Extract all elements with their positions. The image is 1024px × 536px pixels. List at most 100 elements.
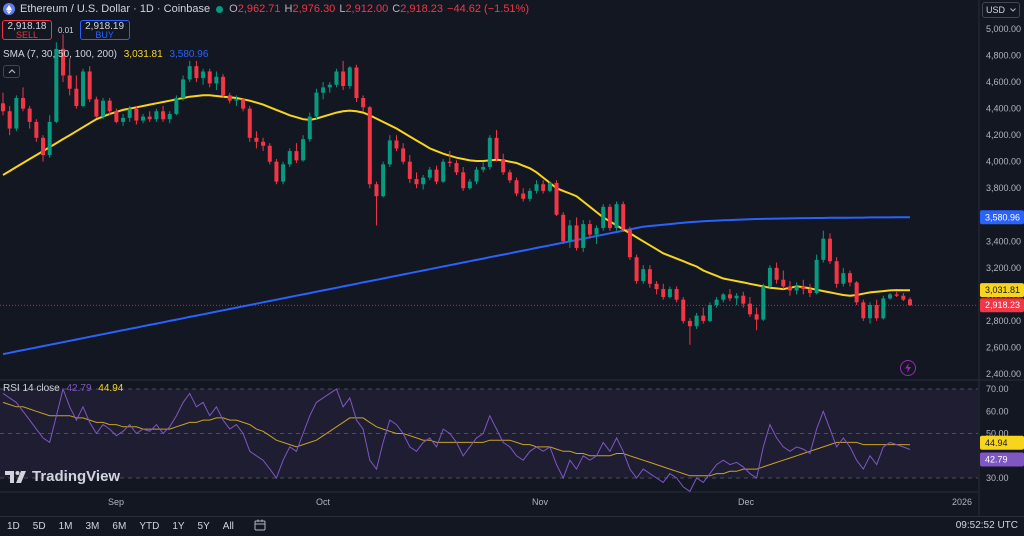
open-label: O bbox=[229, 3, 238, 15]
candle-body bbox=[27, 108, 32, 122]
candle-body bbox=[154, 111, 159, 120]
last-price-tag: 2,918.23 bbox=[985, 300, 1020, 310]
price-tick-label: 2,600.00 bbox=[986, 342, 1021, 352]
candle-body bbox=[367, 107, 372, 185]
collapse-legend-button[interactable] bbox=[3, 65, 20, 78]
candle-body bbox=[854, 282, 859, 303]
candle-body bbox=[827, 238, 832, 262]
price-tick-label: 2,800.00 bbox=[986, 316, 1021, 326]
candle-body bbox=[127, 108, 132, 118]
candle-body bbox=[621, 204, 626, 230]
candle-body bbox=[407, 161, 412, 179]
rsi-tick-label: 60.00 bbox=[986, 406, 1009, 416]
low-label: L bbox=[339, 3, 346, 15]
candle-body bbox=[874, 305, 879, 319]
candle-body bbox=[34, 121, 39, 138]
candle-body bbox=[587, 224, 592, 235]
high-value: 2,976.30 bbox=[292, 3, 336, 15]
candle-body bbox=[47, 121, 52, 156]
price-tick-label: 4,800.00 bbox=[986, 51, 1021, 61]
candle-body bbox=[661, 289, 666, 298]
sma-legend[interactable]: SMA (7, 30, 50, 100, 200) 3,031.81 3,580… bbox=[3, 49, 208, 60]
chart-canvas[interactable]: 5,000.00 4,800.00 4,600.00 4,400.00 4,200.00… bbox=[0, 0, 1024, 516]
buy-label: BUY bbox=[95, 30, 114, 40]
timeframe-1d[interactable]: 1D bbox=[7, 521, 20, 532]
timeframe-1m[interactable]: 1M bbox=[58, 521, 73, 532]
candle-body bbox=[727, 294, 732, 299]
candle-body bbox=[554, 182, 559, 215]
candle-body bbox=[787, 286, 792, 291]
candle-body bbox=[21, 98, 26, 109]
rsi-tick-label: 50.00 bbox=[986, 429, 1009, 439]
last-price-tag-bg bbox=[980, 298, 1024, 313]
sma-legend-label: SMA (7, 30, 50, 100, 200) bbox=[3, 49, 117, 60]
utc-clock[interactable]: 09:52:52 UTC bbox=[955, 520, 1018, 531]
price-tick-label: 4,200.00 bbox=[986, 130, 1021, 140]
candle-body bbox=[501, 159, 506, 173]
market-open-indicator bbox=[216, 5, 224, 13]
candle-body bbox=[574, 225, 579, 248]
candle-body bbox=[227, 95, 232, 101]
candle-body bbox=[467, 181, 472, 189]
candle-body bbox=[447, 161, 452, 164]
candle-body bbox=[421, 177, 426, 185]
candle-body bbox=[461, 172, 466, 189]
timeframe-ytd[interactable]: YTD bbox=[139, 521, 160, 532]
candle-body bbox=[881, 298, 886, 319]
time-tick-label: 2026 bbox=[952, 497, 972, 507]
sell-label: SELL bbox=[15, 30, 39, 40]
candle-body bbox=[741, 295, 746, 304]
tradingview-logo-text: TradingView bbox=[32, 468, 121, 485]
candle-body bbox=[541, 184, 546, 191]
candle-body bbox=[347, 67, 352, 87]
candle-body bbox=[487, 137, 492, 167]
rsi-legend[interactable]: RSI 14 close 42.79 44.94 bbox=[3, 383, 123, 394]
candle-body bbox=[434, 169, 439, 182]
candle-body bbox=[707, 305, 712, 321]
rsi-tag: 42.79 bbox=[985, 455, 1008, 465]
buy-button[interactable]: 2,918.19 BUY bbox=[79, 20, 130, 40]
candle-body bbox=[167, 113, 172, 120]
candle-body bbox=[814, 259, 819, 294]
date-range-button[interactable] bbox=[254, 519, 266, 534]
symbol-title[interactable]: Ethereum / U.S. Dollar · 1D · Coinbase bbox=[20, 3, 211, 15]
sell-button[interactable]: 2,918.18 SELL bbox=[2, 20, 52, 40]
lightning-icon[interactable] bbox=[900, 360, 916, 376]
price-tick-label: 4,000.00 bbox=[986, 157, 1021, 167]
candle-body bbox=[601, 206, 606, 229]
timeframe-5d[interactable]: 5D bbox=[32, 521, 46, 532]
time-tick-label: Sep bbox=[108, 497, 124, 507]
sma-short-tag-bg bbox=[980, 283, 1024, 298]
candle-body bbox=[94, 99, 99, 117]
rsi-legend-label: RSI 14 close bbox=[3, 383, 60, 394]
sma-short-value: 3,031.81 bbox=[123, 49, 163, 60]
candle-body bbox=[581, 224, 586, 248]
calendar-icon bbox=[254, 519, 266, 531]
time-tick-label: Nov bbox=[532, 497, 549, 507]
tradingview-logo: TradingView bbox=[5, 468, 120, 485]
candle-body bbox=[294, 151, 299, 161]
candle-body bbox=[114, 111, 119, 122]
candle-body bbox=[754, 314, 759, 320]
timeframe-6m[interactable]: 6M bbox=[112, 521, 127, 532]
bottom-toolbar: 1D 5D 1M 3M 6M YTD 1Y 5Y All 09:52:52 UT… bbox=[0, 516, 1024, 536]
candle-body bbox=[7, 111, 12, 129]
timeframe-all[interactable]: All bbox=[222, 521, 234, 532]
candle-body bbox=[281, 164, 286, 182]
timeframe-1y[interactable]: 1Y bbox=[172, 521, 185, 532]
timeframe-3m[interactable]: 3M bbox=[85, 521, 100, 532]
sma-short-tag: 3,031.81 bbox=[985, 285, 1020, 295]
candle-body bbox=[214, 76, 219, 84]
candle-body bbox=[247, 108, 252, 138]
timeframe-5y[interactable]: 5Y bbox=[197, 521, 210, 532]
candle-body bbox=[341, 71, 346, 87]
candle-body bbox=[474, 169, 479, 182]
candle-body bbox=[0, 103, 6, 112]
low-value: 2,912.00 bbox=[345, 3, 389, 15]
candle-body bbox=[427, 169, 432, 178]
candle-body bbox=[221, 76, 226, 96]
candle-body bbox=[174, 98, 179, 114]
currency-selector[interactable]: USD bbox=[982, 2, 1020, 18]
chevron-up-icon bbox=[8, 69, 15, 74]
candle-body bbox=[234, 99, 239, 101]
